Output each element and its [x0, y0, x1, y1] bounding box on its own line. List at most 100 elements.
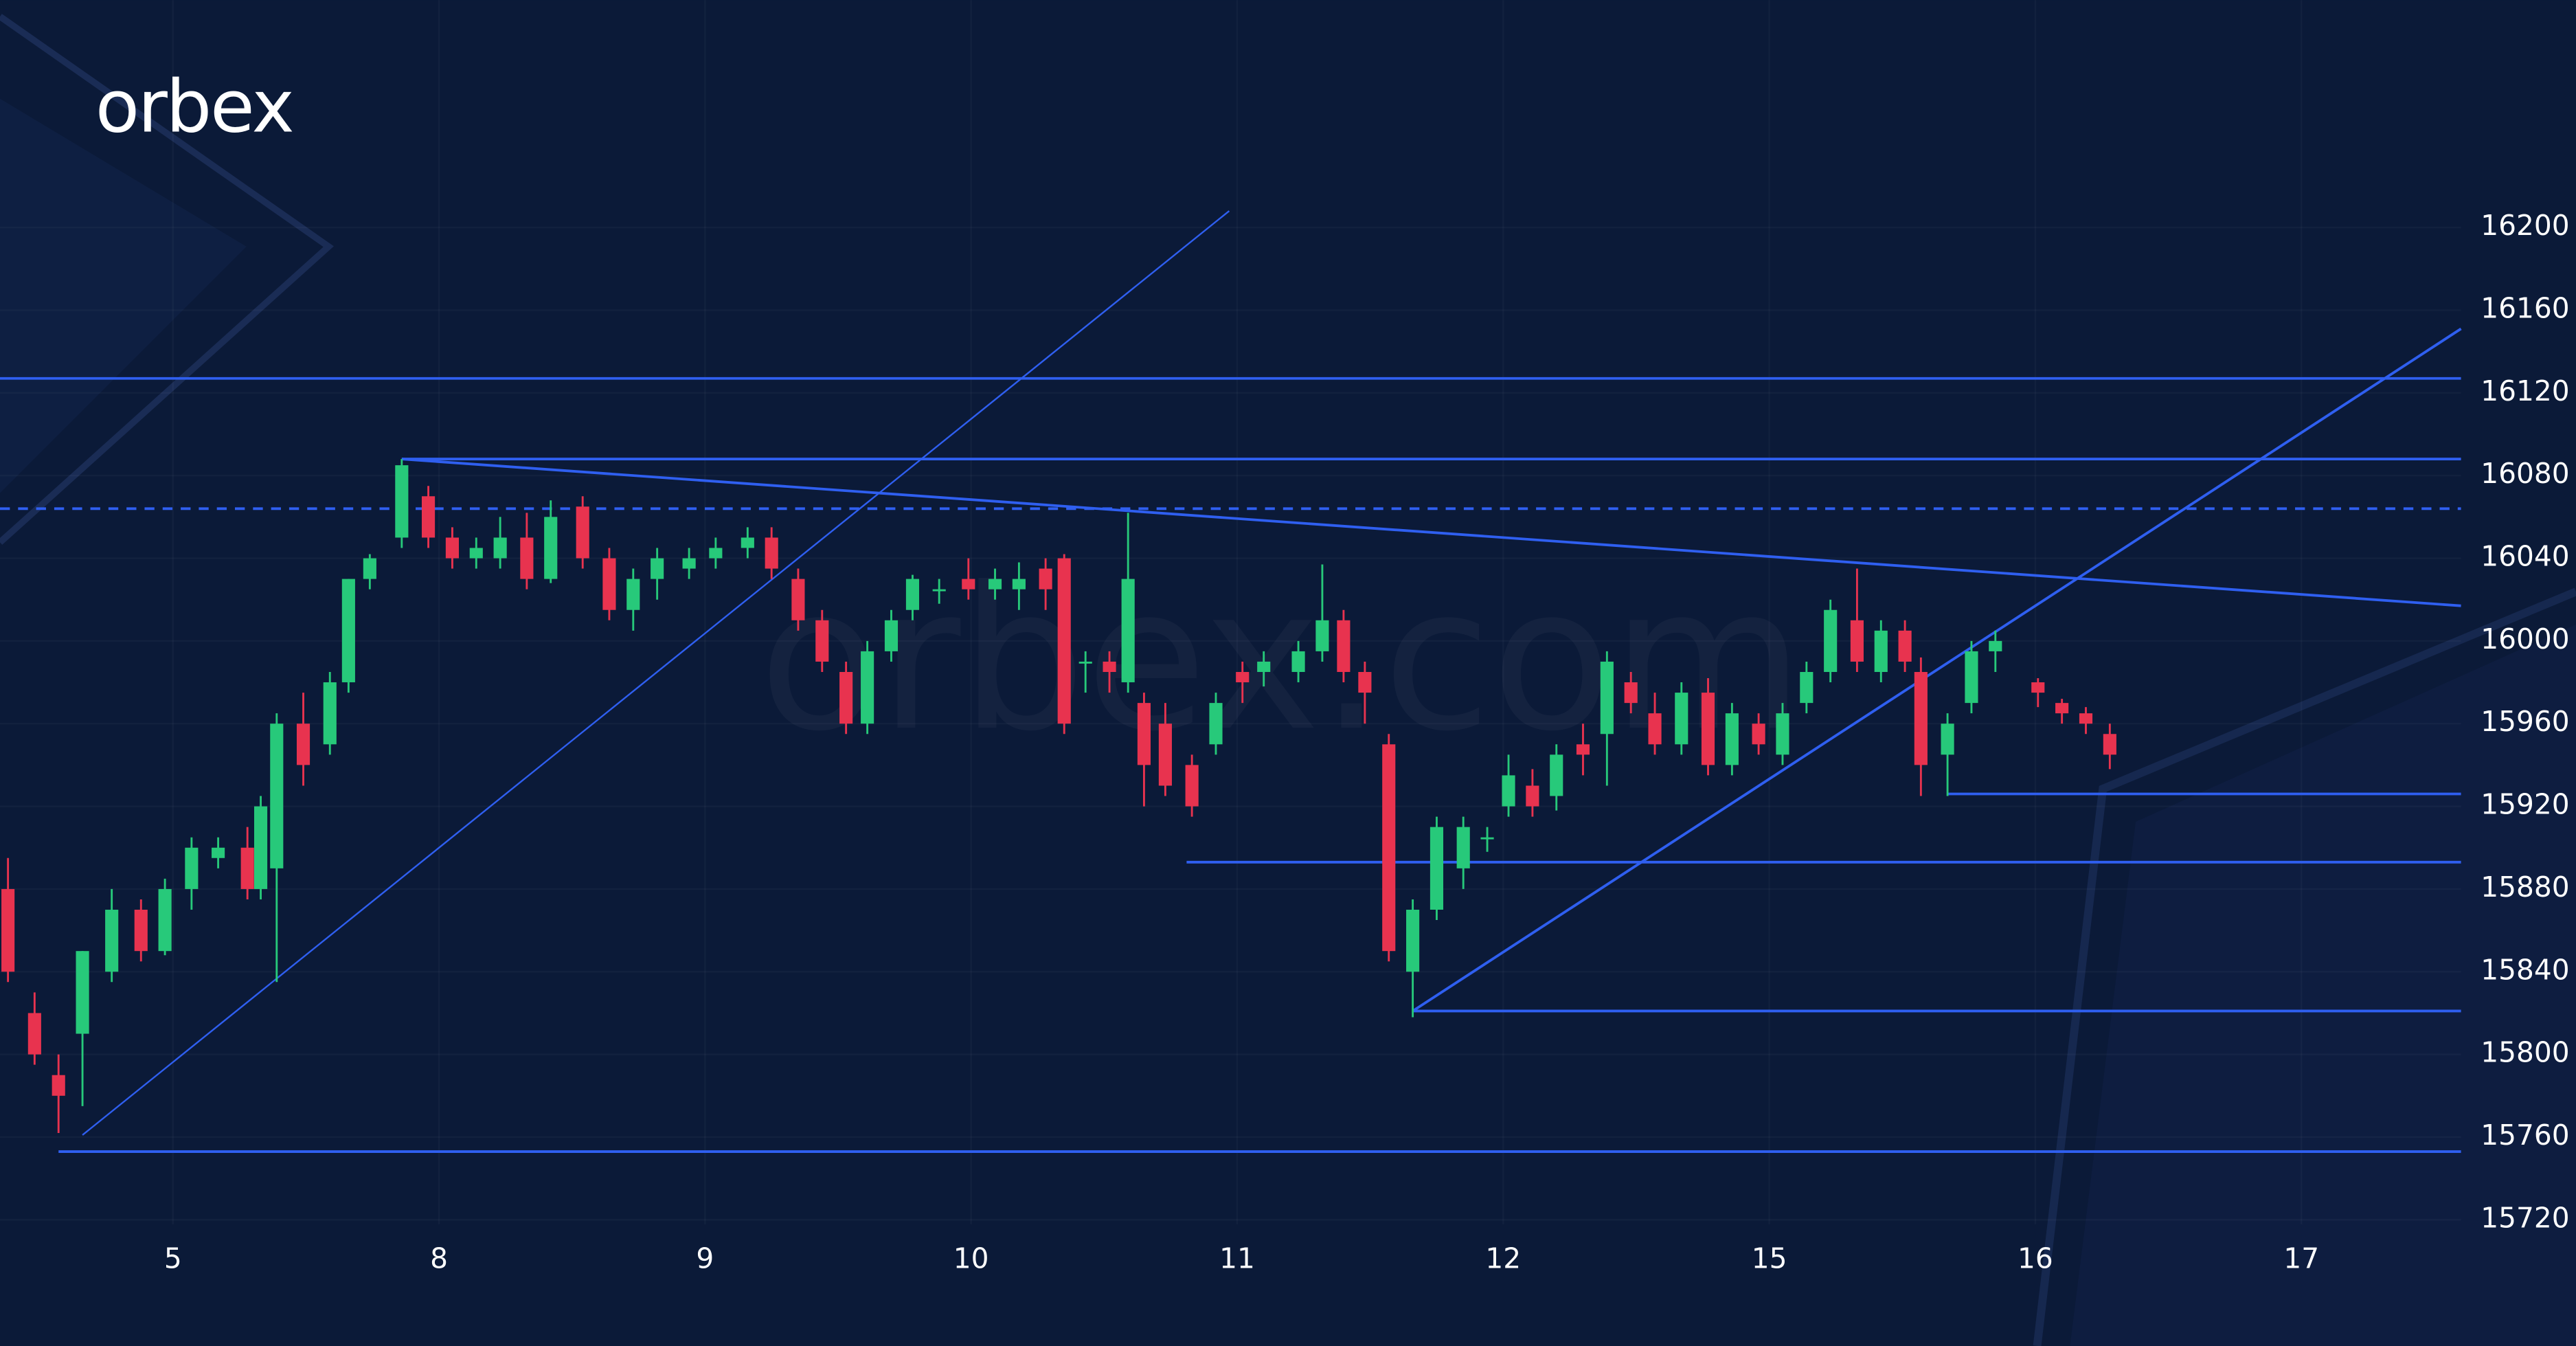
candle-body	[544, 517, 558, 579]
candle-body	[1624, 682, 1638, 704]
candle-body	[1480, 837, 1494, 840]
candle-body	[1185, 765, 1199, 807]
candle-body	[1337, 620, 1351, 672]
drawing-line	[1412, 327, 2462, 1013]
candle-body	[651, 558, 664, 579]
candle-body	[576, 506, 589, 559]
drawing-line	[401, 458, 2461, 607]
candle-body	[421, 496, 436, 538]
candle-body	[52, 1075, 65, 1096]
candle-body	[1600, 661, 1614, 734]
candle-body	[602, 558, 616, 610]
candle-body	[1039, 568, 1052, 590]
candle-body	[27, 1013, 41, 1055]
x-tick-label: 5	[164, 1242, 182, 1275]
candle-body	[905, 579, 920, 610]
candle-body	[363, 558, 376, 579]
x-tick-label: 12	[1485, 1242, 1521, 1275]
candle-body	[341, 579, 355, 683]
y-tick-label: 15800	[2481, 1036, 2569, 1069]
candle-body	[932, 589, 946, 592]
candle-body	[1850, 620, 1864, 662]
x-tick-label: 10	[953, 1242, 989, 1275]
candle-body	[212, 847, 225, 858]
candle-body	[791, 579, 805, 620]
candle-body	[2103, 734, 2116, 755]
candle-body	[1550, 754, 1563, 796]
candle-body	[1382, 744, 1396, 952]
candle-body	[1012, 579, 1026, 590]
candle-body	[445, 537, 459, 559]
candle-body	[253, 806, 268, 889]
y-tick-label: 15880	[2481, 871, 2569, 904]
y-tick-label: 16120	[2481, 374, 2569, 407]
candle-body	[1209, 703, 1223, 745]
candle-body	[1725, 713, 1739, 765]
candle-body	[1078, 661, 1092, 664]
candle-body	[1315, 620, 1329, 651]
candle-body	[240, 847, 254, 889]
candle-body	[2055, 703, 2069, 714]
candle-body	[861, 651, 874, 724]
candle-body	[682, 558, 696, 569]
candle-body	[741, 537, 754, 548]
decor-shape	[0, 98, 247, 493]
candle-body	[1257, 661, 1271, 672]
candle-body	[270, 724, 284, 868]
y-tick-label: 15760	[2481, 1119, 2569, 1152]
candle-body	[158, 888, 172, 952]
logo: orbex	[95, 65, 293, 149]
y-tick-label: 16160	[2481, 291, 2569, 324]
candle-body	[395, 465, 409, 538]
candle-body	[520, 537, 534, 579]
candle-body	[1236, 671, 1250, 683]
x-tick-label: 15	[1752, 1242, 1787, 1275]
candle-body	[884, 620, 899, 651]
candle-body	[1526, 785, 1539, 807]
candle-body	[1121, 579, 1135, 683]
y-tick-label: 15960	[2481, 705, 2569, 738]
candle-body	[1941, 724, 1954, 755]
candle-body	[1358, 671, 1372, 693]
y-tick-label: 16080	[2481, 457, 2569, 490]
candle-body	[185, 847, 199, 889]
candle-body	[626, 579, 640, 610]
candle-body	[1291, 651, 1305, 672]
x-tick-label: 17	[2283, 1242, 2319, 1275]
x-tick-label: 8	[430, 1242, 448, 1275]
candle-body	[1137, 703, 1151, 765]
candle-body	[1430, 827, 1444, 910]
candle-body	[962, 579, 975, 590]
y-tick-label: 15720	[2481, 1201, 2569, 1234]
decor-shape	[2033, 587, 2576, 1346]
candle-body	[1502, 775, 1515, 807]
candle-body	[1675, 693, 1688, 745]
x-tick-label: 11	[1219, 1242, 1255, 1275]
candle-body	[469, 548, 483, 559]
y-tick-label: 16200	[2481, 209, 2569, 242]
candle-body	[1701, 693, 1715, 765]
drawing-line	[82, 210, 1230, 1136]
candle-body	[1576, 744, 1590, 755]
candle-body	[815, 620, 829, 662]
candle-body	[1648, 713, 1662, 745]
candle-body	[1158, 724, 1172, 786]
x-tick-label: 9	[696, 1242, 714, 1275]
candle-body	[1103, 661, 1116, 672]
candle-body	[2031, 682, 2045, 693]
candle-body	[1057, 558, 1071, 724]
candle-body	[323, 682, 337, 745]
candle-body	[1874, 630, 1888, 672]
candle-body	[1898, 630, 1912, 662]
candle-body	[134, 910, 148, 952]
y-tick-label: 16000	[2481, 622, 2569, 655]
candle-body	[296, 724, 310, 765]
candle-body	[1989, 640, 2002, 651]
candle-body	[1914, 671, 1928, 765]
y-tick-label: 15840	[2481, 953, 2569, 986]
candle-body	[493, 537, 507, 559]
decor-shape	[0, 14, 334, 545]
candle-body	[76, 951, 89, 1034]
candle-body	[988, 579, 1002, 590]
